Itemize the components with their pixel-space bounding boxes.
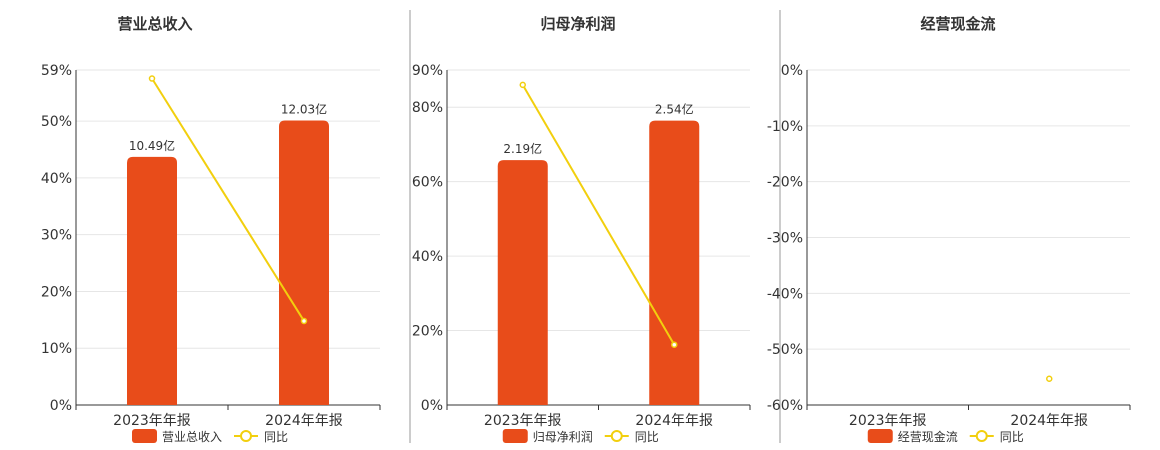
- bar-data-label: 12.03亿: [281, 102, 327, 117]
- yoy-point: [671, 341, 678, 348]
- y-tick-label: 50%: [41, 114, 72, 130]
- x-category-label: 2024年年报: [265, 413, 343, 429]
- y-tick-label: -40%: [767, 286, 803, 302]
- yoy-line: [151, 77, 305, 322]
- x-category-label: 2023年年报: [484, 413, 562, 429]
- legend-line-marker: [240, 430, 252, 442]
- y-tick-label: 0%: [421, 398, 443, 414]
- bar-data-label: 2.54亿: [655, 102, 694, 117]
- legend-bar-label: 营业总收入: [162, 430, 222, 444]
- y-tick-label: 40%: [412, 249, 443, 265]
- bar: [127, 156, 177, 405]
- bar-data-label: 2.19亿: [503, 141, 542, 156]
- y-tick-label: -60%: [767, 398, 803, 414]
- y-tick-label: 40%: [41, 171, 72, 187]
- x-category-label: 2023年年报: [849, 413, 927, 429]
- yoy-point: [300, 317, 308, 325]
- y-tick-label: 0%: [50, 398, 72, 414]
- legend-bar-label: 经营现金流: [898, 429, 958, 444]
- bar-data-label: 10.49亿: [129, 138, 175, 153]
- yoy-line: [521, 84, 676, 346]
- legend-line-label: 同比: [264, 430, 288, 444]
- bar: [649, 120, 700, 405]
- y-tick-label: 80%: [412, 100, 443, 116]
- x-category-label: 2023年年报: [113, 413, 191, 429]
- y-tick-label: 30%: [41, 228, 72, 244]
- legend-line-marker: [610, 430, 623, 442]
- yoy-point: [148, 75, 156, 82]
- y-tick-label: -30%: [767, 231, 803, 247]
- legend-bar-swatch: [867, 429, 893, 443]
- y-tick-label: 60%: [412, 175, 443, 191]
- bar: [497, 160, 548, 405]
- x-category-label: 2024年年报: [1010, 413, 1088, 429]
- y-tick-label: 59%: [41, 63, 72, 79]
- legend-line-marker: [975, 430, 988, 442]
- legend-line-label: 同比: [1000, 430, 1024, 444]
- y-tick-label: 0%: [781, 63, 803, 79]
- legend-bar-label: 归母净利润: [533, 430, 593, 444]
- yoy-point: [1046, 375, 1053, 383]
- chart-title-1: 归母净利润: [540, 15, 615, 33]
- legend-line-label: 同比: [635, 430, 659, 444]
- y-tick-label: 20%: [41, 284, 72, 300]
- bar: [279, 120, 329, 405]
- y-tick-label: -10%: [767, 119, 803, 135]
- legend-bar-swatch: [132, 429, 157, 443]
- y-tick-label: 20%: [412, 324, 443, 340]
- chart-title-0: 营业总收入: [117, 15, 192, 33]
- y-tick-label: 10%: [41, 341, 72, 357]
- yoy-point: [519, 81, 526, 89]
- y-tick-label: 90%: [412, 63, 443, 79]
- chart-title-2: 经营现金流: [920, 15, 995, 33]
- y-tick-label: -50%: [767, 342, 803, 358]
- legend-bar-swatch: [502, 429, 528, 443]
- y-tick-label: -20%: [767, 175, 803, 191]
- x-category-label: 2024年年报: [635, 413, 713, 429]
